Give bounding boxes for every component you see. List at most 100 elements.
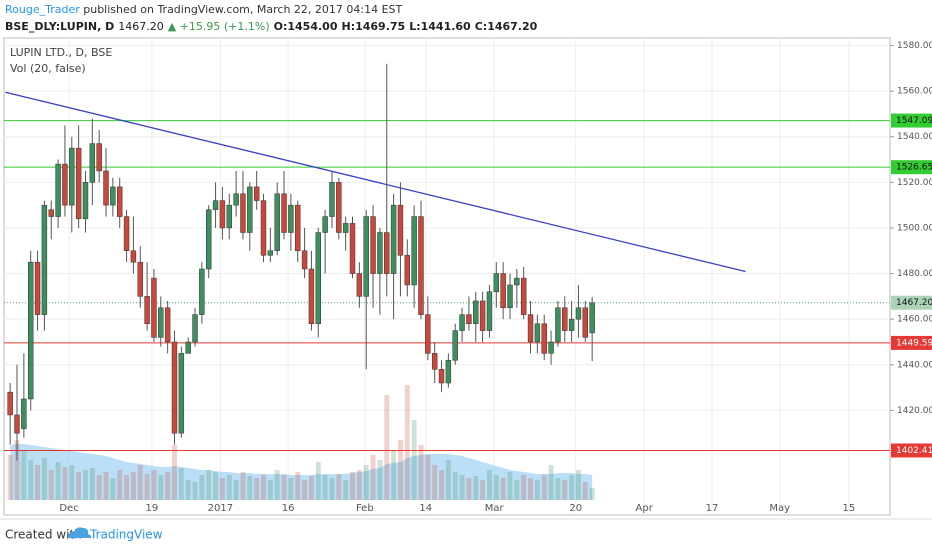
candle-body	[356, 273, 363, 297]
volume-bar	[117, 470, 123, 500]
volume-bar	[213, 472, 219, 500]
volume-bar	[315, 462, 321, 500]
candle-body	[370, 216, 376, 274]
candle-body	[295, 204, 301, 252]
volume-bar	[76, 472, 82, 500]
candle-body	[301, 250, 308, 270]
volume-bar	[69, 465, 75, 500]
volume-bar	[548, 465, 554, 500]
y-tick-label: 1480.00	[897, 269, 932, 279]
volume-bar	[96, 475, 102, 500]
candle-body	[548, 341, 554, 354]
candle-body	[322, 216, 328, 233]
candle-body	[89, 143, 96, 183]
volume-bar	[21, 450, 27, 500]
volume-bar	[185, 480, 191, 500]
candle-body	[404, 255, 411, 286]
candle-body	[247, 186, 253, 233]
y-tick-label: 1560.00	[897, 87, 932, 97]
candle-body	[445, 359, 452, 384]
price-tag-label: 1449.59	[896, 338, 932, 348]
volume-bar	[541, 475, 547, 500]
x-tick-label: 17	[706, 503, 719, 514]
volume-bar	[363, 465, 369, 500]
candle-body	[96, 143, 102, 172]
volume-bar	[589, 488, 595, 500]
candle-body	[555, 307, 561, 343]
candle-body	[185, 341, 191, 354]
x-tick-label: Dec	[59, 503, 78, 514]
candle-body	[329, 182, 335, 217]
candle-body	[55, 163, 61, 217]
candle-body	[575, 307, 582, 320]
candle-body	[75, 147, 82, 220]
legend-symbol: LUPIN LTD., D, BSE	[10, 46, 112, 59]
change: ▲ +15.95 (+1.1%)	[168, 20, 270, 33]
author[interactable]: Rouge_Trader	[5, 3, 80, 16]
volume-bar	[14, 440, 20, 500]
candle-body	[473, 300, 479, 324]
volume-bar	[261, 475, 266, 500]
volume-bar	[452, 472, 458, 500]
volume-bar	[124, 475, 130, 500]
x-tick-label: May	[769, 503, 790, 514]
volume-bar	[329, 478, 335, 500]
x-tick-label: 19	[146, 503, 159, 514]
candle-body	[541, 323, 547, 354]
candle-body	[459, 314, 465, 331]
candle-body	[507, 284, 513, 309]
volume-bar	[240, 472, 246, 500]
open: O:1454.00	[274, 20, 338, 33]
candle-body	[164, 307, 171, 343]
candle-body	[240, 193, 246, 233]
candle-body	[158, 307, 164, 338]
volume-bar	[35, 465, 41, 500]
candle-body	[336, 182, 342, 233]
volume-bar	[274, 470, 280, 500]
price-tag	[891, 443, 932, 458]
candle-body	[267, 250, 274, 256]
candle-body	[534, 323, 541, 343]
candle-body	[116, 186, 123, 217]
volume-bar	[377, 460, 383, 500]
volume-bar	[384, 395, 390, 500]
candle-body	[144, 296, 150, 324]
volume-bar	[391, 450, 397, 500]
volume-bar	[370, 455, 376, 500]
volume-bar	[178, 468, 184, 500]
volume-bar	[62, 467, 68, 500]
candle-body	[14, 414, 20, 434]
volume-bar	[534, 480, 540, 500]
volume-bar	[199, 475, 205, 500]
volume-bar	[41, 458, 47, 500]
volume-bar	[322, 475, 328, 500]
volume-bar	[514, 480, 520, 500]
candle-body	[21, 398, 27, 429]
candle-body	[452, 330, 458, 361]
candle-body	[589, 302, 595, 334]
volume-bar	[500, 478, 506, 500]
price-tag	[891, 113, 932, 128]
candle-body	[342, 223, 349, 233]
y-tick-label: 1540.00	[897, 132, 932, 142]
candle-body	[110, 186, 116, 206]
y-tick-label: 1580.00	[897, 41, 932, 51]
volume-bar	[418, 445, 424, 500]
volume-bar	[521, 475, 527, 500]
x-tick-label: Apr	[636, 503, 654, 514]
candle-body	[48, 209, 54, 217]
legend-volume: Vol (20, false)	[10, 62, 86, 75]
y-tick-label: 1420.00	[897, 406, 932, 416]
candle-body	[274, 193, 280, 252]
header-line: Rouge_Trader published on TradingView.co…	[5, 3, 403, 16]
candle-body	[34, 261, 41, 315]
y-tick-label: 1440.00	[897, 360, 932, 370]
footer-brand[interactable]: TradingView	[89, 528, 163, 542]
candle-body	[363, 216, 369, 297]
candle-body	[438, 369, 445, 384]
x-tick-label: Feb	[356, 503, 374, 514]
volume-bar	[302, 480, 308, 500]
candle-body	[466, 314, 472, 324]
candle-body	[411, 216, 417, 286]
